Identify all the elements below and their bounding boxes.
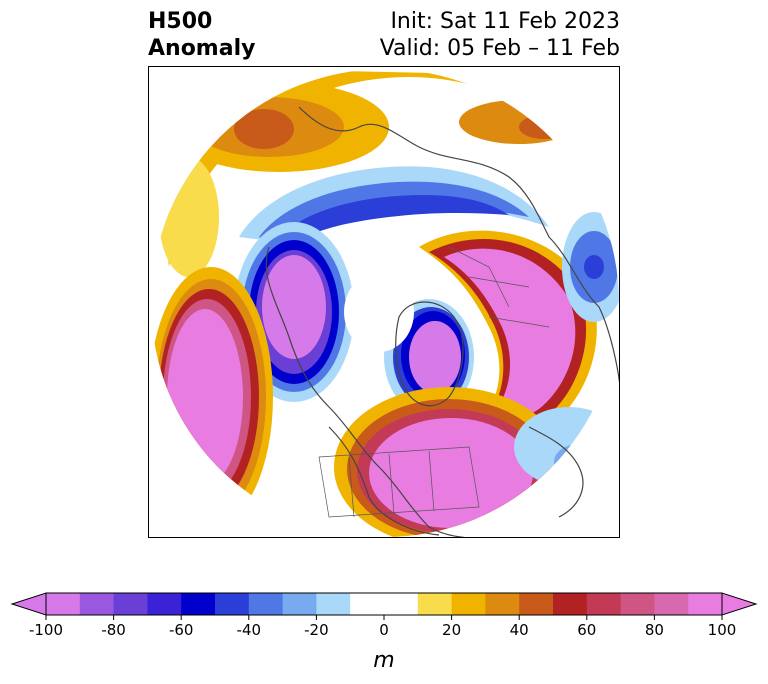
colorbar-tick-label: 80 [645,621,664,639]
title-field: Anomaly [148,36,256,61]
colorbar-cell [553,593,588,615]
colorbar-cell [248,593,284,615]
anomaly-field [151,69,619,537]
colorbar-cell [688,593,723,615]
colorbar-cell [46,593,81,615]
polar-stereographic-map [148,66,620,538]
colorbar-tick-label: 40 [510,621,529,639]
colorbar-cell [519,593,554,615]
colorbar-tick-label: -80 [101,621,126,639]
colorbar-cell [384,593,419,615]
map-dates: Init: Sat 11 Feb 2023 Valid: 05 Feb – 11… [380,8,620,62]
colorbar-extend-high [721,592,758,616]
colorbar-tick-label: -60 [169,621,194,639]
colorbar-cell [181,593,216,615]
colorbar-cells [10,592,758,616]
colorbar-cell [79,593,115,615]
colorbar-extend-low [10,592,47,616]
colorbar-cell [215,593,250,615]
colorbar-cell [586,593,622,615]
colorbar-cell [282,593,317,615]
colorbar-cell [654,593,689,615]
borders [318,246,550,518]
init-date: Init: Sat 11 Feb 2023 [390,9,620,34]
title-variable: H500 [148,9,213,34]
colorbar-unit: m [373,648,394,673]
colorbar-tick-label: -40 [237,621,262,639]
colorbar-cell [417,593,453,615]
colorbar-tick-label: 20 [442,621,461,639]
colorbar-ticks: -100 -80 -60 -40 -20 0 20 40 60 80 100 [29,615,736,639]
colorbar-tick-label: 100 [708,621,737,639]
colorbar: -100 -80 -60 -40 -20 0 20 40 60 80 100 m [10,592,758,673]
colorbar-cell [451,593,486,615]
coastlines [265,106,619,537]
colorbar-cell [147,593,182,615]
map-title: H500 Anomaly [148,8,255,62]
colorbar-cell [316,593,351,615]
colorbar-cell [620,593,655,615]
valid-range: Valid: 05 Feb – 11 Feb [379,36,620,61]
colorbar-cell [485,593,520,615]
colorbar-cell [350,593,385,615]
colorbar-cell [113,593,148,615]
anomaly-map-svg [151,69,619,537]
colorbar-tick-label: -20 [304,621,329,639]
colorbar-tick-label: 0 [379,621,389,639]
colorbar-tick-label: -100 [29,621,63,639]
colorbar-tick-label: 60 [577,621,596,639]
